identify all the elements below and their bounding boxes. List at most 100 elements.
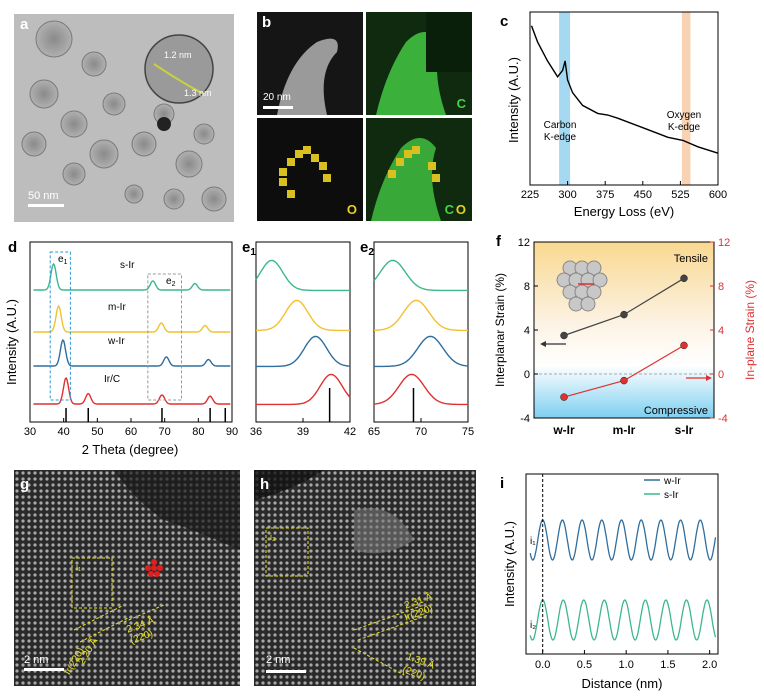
x-tick-label: 70 xyxy=(415,426,427,438)
carbon-edge-band xyxy=(559,12,571,185)
oxygen-edge-label: Oxygen K-edge xyxy=(667,110,701,133)
y-tick-label-right: -4 xyxy=(718,413,728,425)
x-tick-label: 1.0 xyxy=(619,659,634,671)
y-tick-label-left: 0 xyxy=(524,369,530,381)
plot-frame xyxy=(255,241,351,423)
panel-a-tem-image: a 1.2 nm 1.3 nm 50 nm xyxy=(14,14,234,222)
zoom-pattern-w-Ir xyxy=(256,335,351,368)
y-tick-label-left: 12 xyxy=(518,237,530,249)
y-tick-label-right: 0 xyxy=(718,369,724,381)
panel-e1-chart: e1 36 39 42 xyxy=(242,239,356,438)
zoom-pattern-Ir/C xyxy=(373,373,468,406)
zoom-pattern-Ir/C xyxy=(256,373,351,406)
region-box-e2 xyxy=(147,273,182,401)
x-tick-label: 30 xyxy=(24,426,36,438)
x-tick-label: 40 xyxy=(58,426,70,438)
plot-frame xyxy=(533,241,715,419)
x-tick-label: 225 xyxy=(521,189,539,201)
panel-letter-d: d xyxy=(8,239,17,256)
scale-bar xyxy=(28,204,64,207)
zoom-pattern-s-Ir xyxy=(255,259,350,292)
category-label: w-Ir xyxy=(552,423,575,437)
inset-particle xyxy=(144,34,214,104)
scale-bar-label: 50 nm xyxy=(28,190,59,202)
map-label-o: O xyxy=(346,202,357,217)
panel-letter-b: b xyxy=(262,14,272,31)
plot-frame xyxy=(373,241,469,423)
series-label-w-Ir: w-Ir xyxy=(107,336,125,347)
inset-label-1: 1.2 nm xyxy=(164,50,192,60)
xrd-pattern-s-Ir xyxy=(33,262,231,291)
atom-model-icon xyxy=(145,559,163,577)
xrd-pattern-Ir/C xyxy=(33,376,231,405)
x-tick-label: 525 xyxy=(671,189,689,201)
strain-point-In-plane xyxy=(680,341,688,350)
map-label-c: C xyxy=(456,96,466,111)
profile-box-i2 xyxy=(265,527,309,577)
panel-letter-a: a xyxy=(20,16,29,33)
panel-b-overlay-map: C O xyxy=(366,118,472,221)
legend-label-w-ir: w-Ir xyxy=(663,476,681,487)
panel-i-chart: i 0.0 0.5 1.0 1.5 2.0 w-Ir s-Ir i₁ i₂ Distan… xyxy=(500,473,719,691)
x-tick-label: 1.5 xyxy=(660,659,675,671)
region-box-e1 xyxy=(49,251,71,401)
panel-h-hrtem: h i₂ 2.31 Å Ir(220) 1.39 Å (220) 2 nm xyxy=(254,470,476,686)
panel-e2-chart: e2 65 70 75 xyxy=(360,239,474,438)
x-tick-label: 50 xyxy=(91,426,103,438)
x-tick-label: 36 xyxy=(250,426,262,438)
profile-box-label: i₂ xyxy=(270,532,276,542)
x-tick-label: 42 xyxy=(344,426,356,438)
panel-letter-e1: e1 xyxy=(242,239,256,258)
strain-point-Interplanar xyxy=(680,274,688,283)
x-axis-label: Energy Loss (eV) xyxy=(574,204,674,219)
particle xyxy=(35,20,73,58)
y-axis-label-right: In-plane Strain (%) xyxy=(743,280,757,380)
y-tick-label-right: 8 xyxy=(718,281,724,293)
row-label-i2: i₂ xyxy=(530,620,536,631)
inset-label-2: 1.3 nm xyxy=(184,88,212,98)
y-tick-label-left: -4 xyxy=(520,413,530,425)
category-label: s-Ir xyxy=(675,423,694,437)
panel-letter-c: c xyxy=(500,13,508,30)
scale-bar-label: 2 nm xyxy=(24,654,49,666)
carbon-edge-label: Carbon K-edge xyxy=(544,120,577,143)
y-axis-label-left: Interplanar Strain (%) xyxy=(493,273,507,387)
scale-bar xyxy=(24,668,64,671)
category-label: m-Ir xyxy=(613,423,636,437)
x-tick-label: 65 xyxy=(368,426,380,438)
map-label-co-o: O xyxy=(455,202,466,217)
compressive-label: Compressive xyxy=(644,405,708,417)
y-tick-label-left: 4 xyxy=(524,325,530,337)
x-tick-label: 0.5 xyxy=(577,659,592,671)
panel-a-svg xyxy=(14,14,234,222)
x-tick-label: 60 xyxy=(125,426,137,438)
tensile-label: Tensile xyxy=(674,253,708,265)
x-tick-label: 90 xyxy=(226,426,238,438)
y-axis-label: Intensity (A.U.) xyxy=(502,521,517,607)
line-profile-s-Ir xyxy=(529,599,717,641)
panel-letter-i: i xyxy=(500,475,504,492)
scale-bar xyxy=(266,670,306,673)
panel-c-chart: c 225 300 375 450 525 600 Energy Loss (eV) In… xyxy=(500,11,727,219)
panel-letter-g: g xyxy=(20,476,30,493)
x-tick-label: 600 xyxy=(709,189,727,201)
series-label-m-Ir: m-Ir xyxy=(108,302,126,313)
panel-b-oxygen-map: O xyxy=(257,118,363,221)
panel-g-hrtem: g i₁ 2.34 Å (220) 2.20 Å Ir(220) 2 nm xyxy=(14,470,240,686)
x-tick-label: 300 xyxy=(558,189,576,201)
profile-box-label: i₁ xyxy=(76,562,82,572)
panel-b-haadf: b 20 nm xyxy=(257,12,363,115)
strain-point-In-plane xyxy=(560,393,568,401)
panel-letter-f: f xyxy=(496,233,502,250)
lattice-inset-icon xyxy=(556,260,608,312)
x-tick-label: 0.0 xyxy=(535,659,550,671)
scale-bar-label: 2 nm xyxy=(266,654,291,666)
strain-point-Interplanar xyxy=(560,331,568,340)
profile-box-i1 xyxy=(71,557,113,609)
x-tick-label: 70 xyxy=(159,426,171,438)
y-axis-label: Intensity (A.U.) xyxy=(506,57,521,143)
x-tick-label: 80 xyxy=(192,426,204,438)
panel-f-chart: f Tensile Compressive -4 -4 0 0 4 4 8 8 12 12 w-Ir… xyxy=(493,233,757,437)
line-profile-w-Ir xyxy=(529,519,717,561)
